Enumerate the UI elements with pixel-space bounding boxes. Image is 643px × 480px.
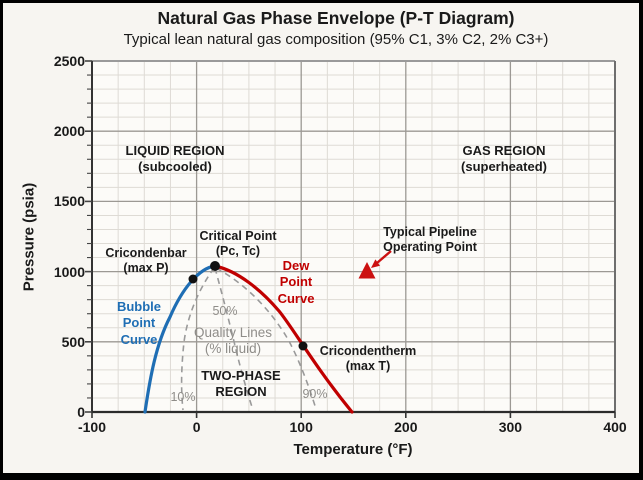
pipeline-operating-point-label: Typical Pipeline Operating Point — [383, 225, 477, 254]
annotation-arrow — [371, 250, 392, 268]
critical-point-marker — [210, 261, 220, 271]
x-tick-label: 0 — [192, 419, 201, 435]
x-axis-title: Temperature (°F) — [293, 441, 413, 458]
bubble-point-curve — [143, 264, 217, 414]
y-tick-label: 0 — [77, 404, 85, 420]
dew-point-curve — [213, 264, 354, 414]
quality-line-10 — [180, 267, 215, 411]
x-tick-label: 100 — [289, 419, 313, 435]
quality-90-label: 90% — [302, 387, 328, 401]
bubble-point-curve-label: Bubble Point Curve — [116, 299, 162, 347]
x-tick-label: 300 — [498, 419, 523, 435]
frame-border-bottom — [0, 473, 643, 480]
y-tick-label: 2500 — [53, 53, 85, 69]
y-tick-label: 1000 — [53, 263, 85, 280]
quality-line-90 — [215, 267, 317, 410]
axis-tick-marks — [85, 60, 616, 418]
frame-border-top — [0, 0, 643, 3]
cricondentherm-label: Cricondentherm (max T) — [319, 344, 417, 373]
chart-subtitle: Typical lean natural gas composition (95… — [123, 31, 549, 48]
y-tick-label: 500 — [61, 333, 85, 350]
cricondentherm-marker — [298, 341, 308, 351]
dew-point-curve-label: Dew Point Curve — [277, 258, 315, 306]
cricondenbar-label: Cricondenbar (max P) — [105, 246, 187, 275]
cricondenbar-marker — [188, 274, 198, 284]
critical-point-label: Critical Point (Pc, Tc) — [199, 229, 277, 258]
x-tick-label: 200 — [394, 419, 418, 435]
gas-region-label: GAS REGION (superheated) — [461, 143, 547, 174]
frame-border-left — [0, 0, 3, 480]
y-axis-title: Pressure (psia) — [20, 182, 38, 292]
y-tick-label: 1500 — [53, 193, 85, 210]
quality-lines-label: Quality Lines (% liquid) — [193, 325, 273, 357]
x-tick-label: 400 — [603, 419, 627, 435]
frame-border-right — [639, 0, 643, 480]
quality-10-label: 10% — [170, 390, 196, 404]
grid-minor-lines — [92, 61, 615, 412]
two-phase-region-label: TWO-PHASE REGION — [201, 368, 281, 399]
y-tick-label: 2000 — [53, 123, 85, 140]
quality-50-label: 50% — [212, 304, 238, 318]
liquid-region-label: LIQUID REGION (subcooled) — [125, 143, 225, 174]
x-tick-label: -100 — [77, 419, 107, 435]
quality-line-50 — [214, 267, 254, 411]
chart-title: Natural Gas Phase Envelope (P-T Diagram) — [157, 8, 515, 28]
pipeline-operating-point-marker — [358, 262, 376, 279]
